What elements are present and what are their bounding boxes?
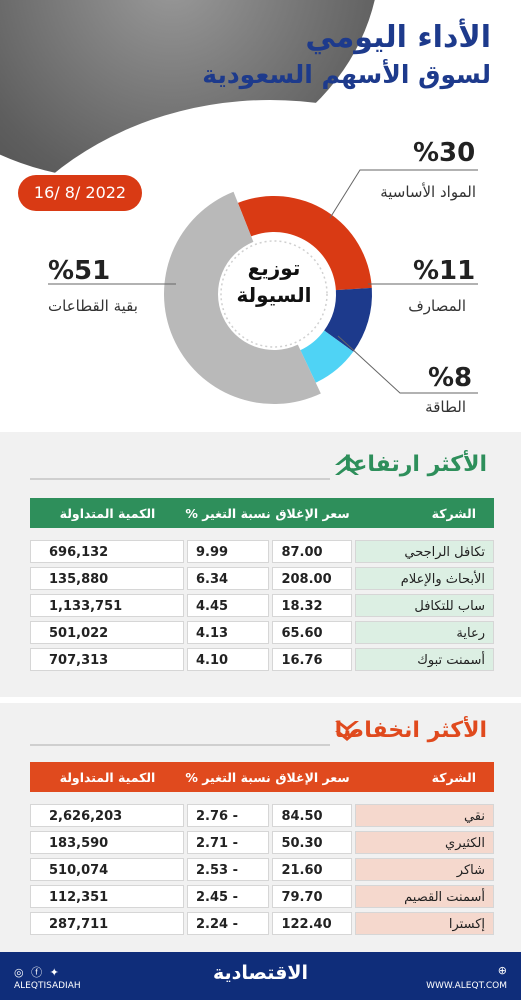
traded-volume: 510,074 [30, 858, 184, 881]
slice-banks [324, 287, 372, 352]
company-name: الأبحاث والإعلام [354, 567, 494, 590]
social-handle[interactable]: ALEQTISADIAH [14, 981, 81, 991]
close-price: 122.40 [272, 912, 352, 935]
table-row: تكافل الراجحي 87.00 9.99 696,132 [30, 540, 494, 563]
slice-materials-leader-line [329, 169, 478, 219]
company-name: نقي [354, 804, 494, 827]
change-percent: 4.45 [187, 594, 270, 617]
table-row: الأبحاث والإعلام 208.00 6.34 135,880 [30, 567, 494, 590]
double-chevron-up-icon [335, 455, 359, 475]
center-label-line2: السيولة [236, 283, 311, 307]
traded-volume: 2,626,203 [30, 804, 184, 827]
company-name: رعاية [354, 621, 494, 644]
change-percent: 2.76 - [187, 804, 270, 827]
close-price: 87.00 [272, 540, 352, 563]
table-row: الكثيري 50.30 2.71 - 183,590 [30, 831, 494, 854]
company-name: إكسترا [354, 912, 494, 935]
slice-materials [237, 196, 372, 291]
slice-energy-label: الطاقة [425, 398, 466, 416]
close-price: 21.60 [272, 858, 352, 881]
company-name: الكثيري [354, 831, 494, 854]
change-percent: 6.34 [187, 567, 270, 590]
close-price: 18.32 [272, 594, 352, 617]
change-percent: 9.99 [187, 540, 270, 563]
website-link[interactable]: WWW.ALEQT.COM [426, 981, 507, 991]
company-name: أسمنت تبوك [354, 648, 494, 671]
company-name: ساب للتكافل [354, 594, 494, 617]
traded-volume: 112,351 [30, 885, 184, 908]
change-percent: 2.24 - [187, 912, 270, 935]
page-subtitle: لسوق الأسهم السعودية [202, 60, 491, 89]
traded-volume: 135,880 [30, 567, 184, 590]
center-label-line1: توزيع [248, 256, 301, 280]
slice-energy-percent: %8 [428, 363, 473, 393]
company-name: أسمنت القصيم [354, 885, 494, 908]
table-row: شاكر 21.60 2.53 - 510,074 [30, 858, 494, 881]
traded-volume: 183,590 [30, 831, 184, 854]
table-row: ساب للتكافل 18.32 4.45 1,133,751 [30, 594, 494, 617]
table-row: إكسترا 122.40 2.24 - 287,711 [30, 912, 494, 935]
close-price: 50.30 [272, 831, 352, 854]
losers-title: الأكثر انخفاضا [334, 718, 487, 743]
close-price: 65.60 [272, 621, 352, 644]
traded-volume: 707,313 [30, 648, 184, 671]
change-percent: 2.53 - [187, 858, 270, 881]
change-percent: 2.45 - [187, 885, 270, 908]
close-price: 208.00 [272, 567, 352, 590]
footer-bar: ◎ ⓕ ✦ ALEQTISADIAH الاقتصادية ⊕ WWW.ALEQ… [0, 952, 521, 1000]
slice-energy-leader-line [337, 335, 478, 394]
gainers-title: الأكثر ارتفاعا [344, 452, 487, 477]
change-percent: 4.13 [187, 621, 270, 644]
table-row: أسمنت تبوك 16.76 4.10 707,313 [30, 648, 494, 671]
change-percent: 2.71 - [187, 831, 270, 854]
slice-others-label: بقية القطاعات [48, 297, 138, 315]
table-row: أسمنت القصيم 79.70 2.45 - 112,351 [30, 885, 494, 908]
instagram-icon[interactable]: ◎ [14, 966, 26, 979]
table-row: نقي 84.50 2.76 - 2,626,203 [30, 804, 494, 827]
twitter-icon[interactable]: ✦ [49, 966, 61, 979]
globe-icon: ⊕ [497, 964, 507, 977]
liquidity-donut-chart: توزيع السيولة [48, 169, 478, 405]
publisher-logo: الاقتصادية [212, 962, 309, 984]
inner-dotted-ring [220, 240, 328, 348]
gainers-table-header: الشركة سعر الإغلاق نسبة التغير % الكمية … [30, 498, 494, 528]
traded-volume: 287,711 [30, 912, 184, 935]
page-title: الأداء اليومي [305, 20, 491, 55]
change-percent: 4.10 [187, 648, 270, 671]
slice-banks-percent: %11 [413, 256, 476, 286]
slice-banks-label: المصارف [408, 297, 466, 315]
header-panel: الأداء اليومي لسوق الأسهم السعودية 16/ 8… [0, 0, 521, 432]
slice-materials-label: المواد الأساسية [380, 183, 476, 201]
traded-volume: 501,022 [30, 621, 184, 644]
double-chevron-down-icon [335, 721, 359, 741]
traded-volume: 1,133,751 [30, 594, 184, 617]
slice-materials-percent: %30 [413, 138, 476, 168]
losers-table-header: الشركة سعر الإغلاق نسبة التغير % الكمية … [30, 762, 494, 792]
gainers-table: الشركة سعر الإغلاق نسبة التغير % الكمية … [30, 498, 494, 671]
slice-energy [300, 330, 354, 383]
close-price: 84.50 [272, 804, 352, 827]
facebook-icon[interactable]: ⓕ [31, 966, 45, 979]
company-name: تكافل الراجحي [354, 540, 494, 563]
company-name: شاكر [354, 858, 494, 881]
losers-table: الشركة سعر الإغلاق نسبة التغير % الكمية … [30, 762, 494, 935]
table-row: رعاية 65.60 4.13 501,022 [30, 621, 494, 644]
date-badge: 16/ 8/ 2022 [18, 175, 142, 211]
slice-others [163, 191, 321, 405]
slice-others-percent: %51 [48, 256, 111, 286]
traded-volume: 696,132 [30, 540, 184, 563]
close-price: 79.70 [272, 885, 352, 908]
close-price: 16.76 [272, 648, 352, 671]
